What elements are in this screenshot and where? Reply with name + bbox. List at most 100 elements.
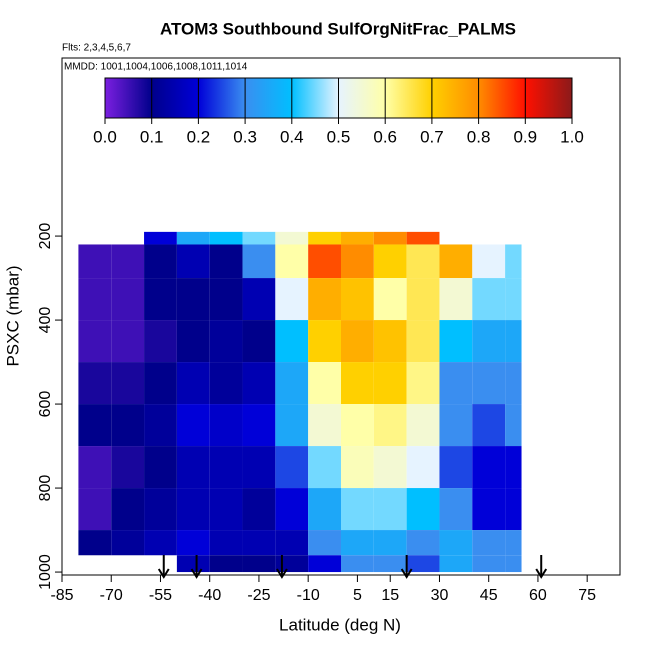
heat-cell (176, 244, 210, 279)
heat-cell (78, 362, 112, 405)
heat-cell (406, 446, 440, 489)
heat-cell (242, 362, 276, 405)
heat-cell (111, 362, 145, 405)
x-tick-label: -10 (297, 587, 320, 604)
heat-cell (472, 320, 506, 363)
location-arrow (535, 555, 548, 579)
heat-cell (176, 231, 210, 245)
heat-cell (144, 404, 177, 447)
heat-cell (78, 530, 112, 556)
location-arrow (276, 555, 288, 579)
heat-cell (78, 488, 112, 531)
heat-cell (78, 404, 112, 447)
heat-cell (275, 555, 309, 573)
heat-cell (209, 231, 243, 245)
heat-cell (209, 278, 243, 321)
heat-cell (406, 404, 440, 447)
colorbar-tick-label: 0.6 (373, 127, 397, 146)
y-tick-label: 400 (37, 307, 54, 334)
heat-cell (242, 530, 276, 556)
heat-cell (242, 404, 276, 447)
x-tick-label: 5 (353, 587, 362, 604)
heat-cell (144, 446, 177, 489)
heat-cell (472, 362, 506, 405)
annotation: MMDD: 1001,1004,1006,1008,1011,1014 (64, 62, 248, 73)
heat-cell (373, 278, 407, 321)
heat-cell (275, 244, 309, 279)
heat-cell (341, 555, 374, 573)
heat-cell (209, 555, 243, 573)
heat-cell (78, 278, 112, 321)
heat-cell (242, 488, 276, 531)
heat-cell (308, 488, 341, 531)
location-arrow (190, 555, 203, 579)
colorbar-tick-label: 0.5 (327, 127, 351, 146)
heat-cell (78, 244, 112, 279)
heat-cell (242, 446, 276, 489)
heat-cell (242, 244, 276, 279)
heat-cell (242, 555, 276, 573)
heat-cell (373, 555, 407, 573)
heat-cell (275, 404, 309, 447)
heat-cell (78, 320, 112, 363)
heat-cell (275, 488, 309, 531)
heat-cell (111, 446, 145, 489)
heat-cell (505, 244, 522, 279)
heat-cell (472, 446, 506, 489)
heat-cell (176, 320, 210, 363)
heat-cell (308, 231, 341, 245)
heat-cell (308, 278, 341, 321)
heat-cell (341, 278, 374, 321)
heat-cell (373, 362, 407, 405)
heat-cell (78, 446, 112, 489)
chart-title: ATOM3 Southbound SulfOrgNitFrac_PALMS (160, 19, 516, 38)
x-tick-label: -40 (198, 587, 221, 604)
heat-cell (505, 362, 522, 405)
heat-cell (176, 404, 210, 447)
heat-cell (505, 446, 522, 489)
heat-cell (111, 320, 145, 363)
heat-cell (439, 278, 473, 321)
x-tick-label: -85 (50, 587, 73, 604)
x-tick-label: 15 (381, 587, 399, 604)
heat-cell (373, 231, 407, 245)
heat-cell (439, 530, 473, 556)
heat-cell (308, 362, 341, 405)
heat-cell (505, 530, 522, 556)
heat-cell (209, 488, 243, 531)
heat-cell (341, 488, 374, 531)
heat-cell (176, 446, 210, 489)
heat-cell (439, 244, 473, 279)
heat-cell (406, 530, 440, 556)
heat-cell (406, 231, 440, 245)
heat-cell (111, 244, 145, 279)
heat-cell (439, 555, 473, 573)
heat-cell (275, 320, 309, 363)
heat-cell (439, 362, 473, 405)
heat-cell (439, 488, 473, 531)
heat-cell (111, 488, 145, 531)
heat-cell (341, 530, 374, 556)
heat-cell (111, 278, 145, 321)
plot-frame (61, 57, 621, 576)
heat-cell (242, 231, 276, 245)
heat-cell (505, 404, 522, 447)
heat-cell (308, 244, 341, 279)
heat-cell (209, 320, 243, 363)
x-tick-label: 30 (431, 587, 449, 604)
heat-cell (242, 278, 276, 321)
heat-cell (144, 530, 177, 556)
heat-cell (209, 362, 243, 405)
heat-cell (308, 404, 341, 447)
heat-cell (439, 404, 473, 447)
location-arrow (400, 555, 413, 579)
heat-cell (144, 244, 177, 279)
x-tick-label: 75 (578, 587, 596, 604)
heat-cell (144, 362, 177, 405)
heat-cell (341, 404, 374, 447)
heat-cell (341, 446, 374, 489)
x-tick-label: -55 (149, 587, 172, 604)
heat-cell (373, 446, 407, 489)
colorbar-tick-label: 0.8 (467, 127, 491, 146)
heat-cell (275, 231, 309, 245)
